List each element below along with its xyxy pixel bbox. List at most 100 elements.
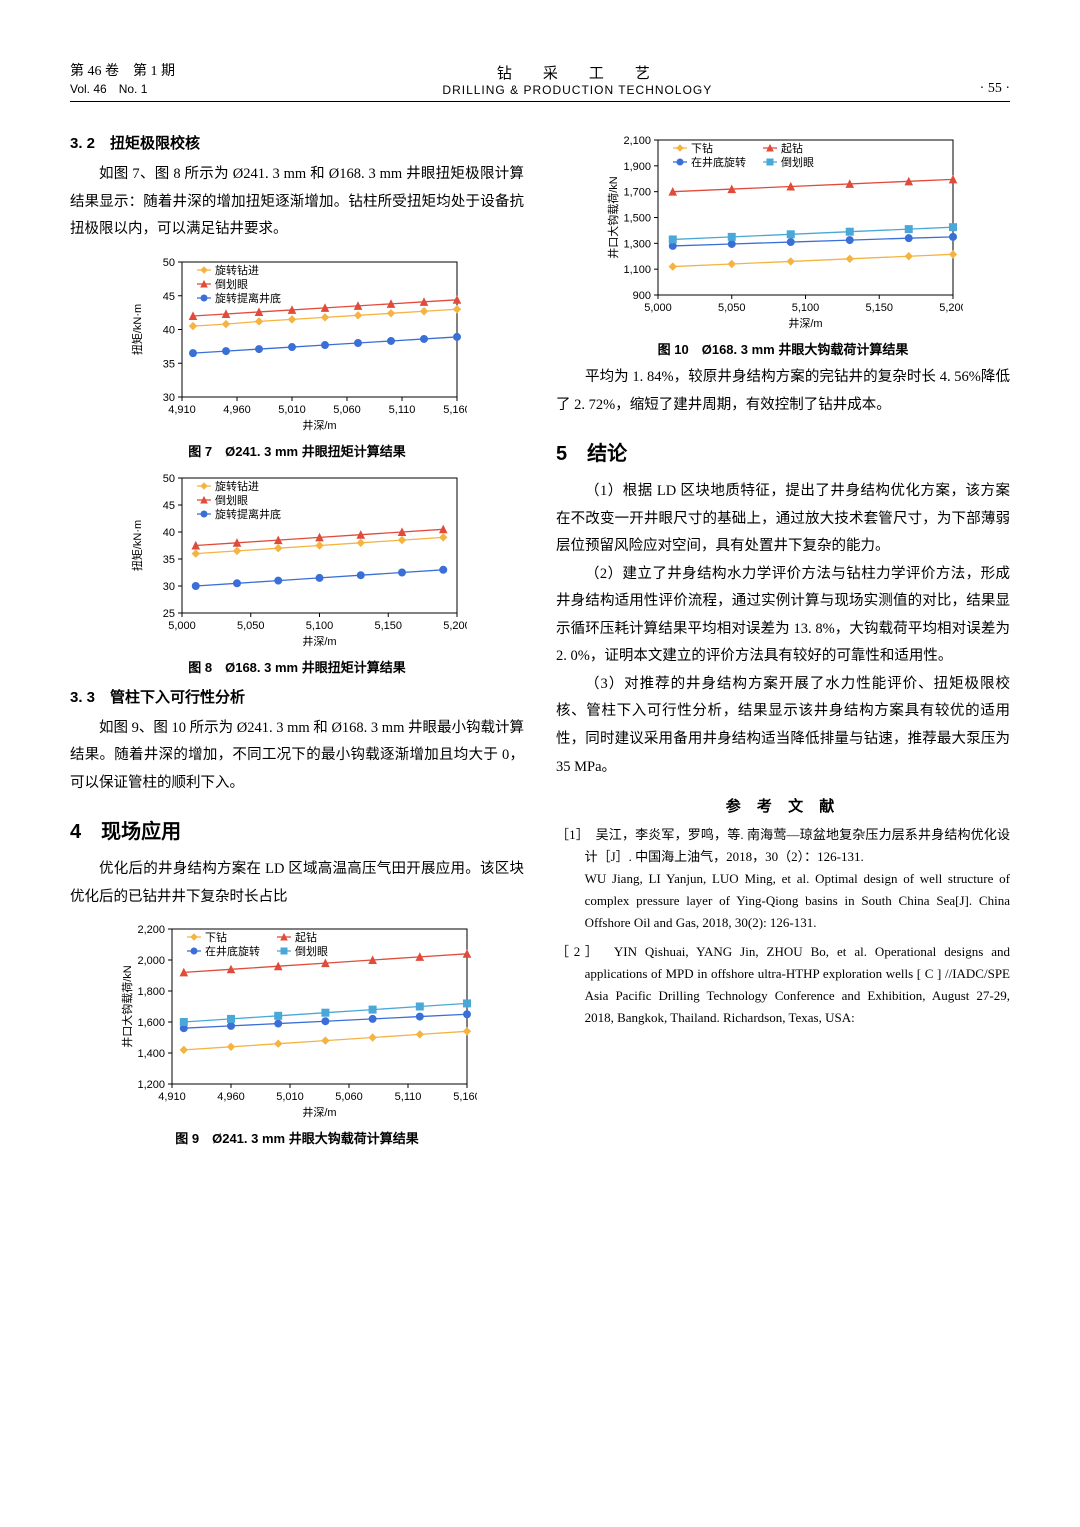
svg-text:5,160: 5,160 [453, 1091, 477, 1103]
svg-text:扭矩/kN·m: 扭矩/kN·m [130, 519, 144, 570]
svg-text:5,010: 5,010 [278, 404, 306, 416]
svg-text:5,050: 5,050 [718, 302, 746, 314]
svg-text:25: 25 [163, 608, 175, 620]
section-5-p2: （2）建立了井身结构水力学评价方法与钻柱力学评价方法，形成井身结构适用性评价流程… [556, 561, 1010, 671]
svg-text:1,400: 1,400 [137, 1048, 165, 1060]
fig10-caption: 图 10 Ø168. 3 mm 井眼大钩载荷计算结果 [556, 339, 1010, 358]
svg-text:5,150: 5,150 [374, 620, 402, 632]
vol-cn: 第 46 卷 第 1 期 [70, 60, 175, 80]
figure-8: 2530354045505,0005,0505,1005,1505,200井深/… [70, 468, 524, 676]
fig7-caption: 图 7 Ø241. 3 mm 井眼扭矩计算结果 [70, 441, 524, 460]
ref-1-en: WU Jiang, LI Yanjun, LUO Ming, et al. Op… [585, 871, 1010, 930]
svg-text:旋转提离井底: 旋转提离井底 [215, 291, 281, 305]
svg-text:5,160: 5,160 [443, 404, 467, 416]
svg-text:5,060: 5,060 [333, 404, 361, 416]
fig7-chart: 30 35 40 45 50 4,910 4,960 5,010 5,060 5,110 5,160… [127, 252, 467, 432]
fig8-chart: 2530354045505,0005,0505,1005,1505,200井深/… [127, 468, 467, 648]
section-3-2-title: 3. 2 扭矩极限校核 [70, 132, 524, 153]
svg-text:2,200: 2,200 [137, 924, 165, 936]
section-4-title: 4 现场应用 [70, 815, 524, 844]
svg-text:5,050: 5,050 [237, 620, 265, 632]
svg-text:4,960: 4,960 [223, 404, 251, 416]
svg-text:4,910: 4,910 [168, 404, 196, 416]
svg-text:50: 50 [163, 473, 175, 485]
svg-text:1,700: 1,700 [623, 187, 651, 199]
svg-text:1,500: 1,500 [623, 213, 651, 225]
svg-text:倒划眼: 倒划眼 [215, 278, 248, 291]
svg-text:旋转提离井底: 旋转提离井底 [215, 507, 281, 521]
fig9-chart: 1,200 1,400 1,600 1,800 2,000 2,200 4,910 4,960… [117, 919, 477, 1119]
svg-text:2,100: 2,100 [623, 135, 651, 147]
right-continuation-p1: 平均为 1. 84%，较原井身结构方案的完钻井的复杂时长 4. 56%降低了 2… [556, 364, 1010, 419]
section-5-p1: （1）根据 LD 区块地质特征，提出了井身结构优化方案，该方案在不改变一开井眼尺… [556, 478, 1010, 561]
svg-text:起钻: 起钻 [295, 930, 317, 944]
svg-text:35: 35 [163, 358, 175, 370]
svg-text:1,300: 1,300 [623, 238, 651, 250]
ref-1-cn: ［1］ 吴江，李炎军，罗鸣，等. 南海莺—琼盆地复杂压力层系井身结构优化设计［J… [556, 827, 1010, 864]
svg-text:40: 40 [163, 527, 175, 539]
svg-text:30: 30 [163, 581, 175, 593]
svg-text:5,000: 5,000 [168, 620, 196, 632]
section-4-p1: 优化后的井身结构方案在 LD 区域高温高压气田开展应用。该区块优化后的已钻井井下… [70, 856, 524, 911]
svg-text:1,800: 1,800 [137, 986, 165, 998]
svg-text:5,150: 5,150 [865, 302, 893, 314]
svg-text:45: 45 [163, 290, 175, 302]
header-volume: 第 46 卷 第 1 期 Vol. 46 No. 1 [70, 60, 175, 97]
svg-text:5,010: 5,010 [276, 1091, 304, 1103]
left-column: 3. 2 扭矩极限校核 如图 7、图 8 所示为 Ø241. 3 mm 和 Ø1… [70, 122, 524, 1153]
svg-text:5,100: 5,100 [792, 302, 820, 314]
svg-text:40: 40 [163, 324, 175, 336]
svg-text:30: 30 [163, 392, 175, 404]
svg-text:井口大钩载荷/kN: 井口大钩载荷/kN [606, 176, 620, 259]
svg-text:下钻: 下钻 [691, 141, 713, 155]
svg-text:倒划眼: 倒划眼 [215, 494, 248, 507]
svg-text:在井底旋转: 在井底旋转 [691, 155, 746, 169]
right-column: 900 1,100 1,300 1,500 1,700 1,900 2,100 5,000 5,… [556, 122, 1010, 1153]
svg-text:900: 900 [633, 290, 651, 302]
svg-text:5,000: 5,000 [644, 302, 672, 314]
vol-en: Vol. 46 No. 1 [70, 80, 175, 97]
svg-text:倒划眼: 倒划眼 [295, 945, 328, 958]
ref-1: ［1］ 吴江，李炎军，罗鸣，等. 南海莺—琼盆地复杂压力层系井身结构优化设计［J… [556, 824, 1010, 934]
svg-text:4,960: 4,960 [217, 1091, 245, 1103]
svg-text:在井底旋转: 在井底旋转 [205, 944, 260, 958]
section-3-2-p1: 如图 7、图 8 所示为 Ø241. 3 mm 和 Ø168. 3 mm 井眼扭… [70, 161, 524, 244]
svg-text:35: 35 [163, 554, 175, 566]
section-5-p3: （3）对推荐的井身结构方案开展了水力性能评价、扭矩极限校核、管柱下入可行性分析，… [556, 671, 1010, 781]
svg-text:倒划眼: 倒划眼 [781, 156, 814, 169]
svg-text:2,000: 2,000 [137, 955, 165, 967]
svg-text:1,900: 1,900 [623, 161, 651, 173]
svg-text:1,200: 1,200 [137, 1079, 165, 1091]
two-column-layout: 3. 2 扭矩极限校核 如图 7、图 8 所示为 Ø241. 3 mm 和 Ø1… [70, 122, 1010, 1153]
svg-text:5,100: 5,100 [306, 620, 334, 632]
svg-text:旋转钻进: 旋转钻进 [215, 263, 259, 277]
svg-text:1,600: 1,600 [137, 1017, 165, 1029]
svg-text:50: 50 [163, 257, 175, 269]
svg-text:扭矩/kN·m: 扭矩/kN·m [130, 303, 144, 354]
references-title: 参 考 文 献 [556, 795, 1010, 816]
svg-text:井深/m: 井深/m [302, 634, 336, 648]
svg-text:5,200: 5,200 [443, 620, 467, 632]
page-header: 第 46 卷 第 1 期 Vol. 46 No. 1 钻 采 工 艺 DRILL… [70, 60, 1010, 102]
svg-text:井深/m: 井深/m [302, 418, 336, 432]
fig10-chart: 900 1,100 1,300 1,500 1,700 1,900 2,100 5,000 5,… [603, 130, 963, 330]
figure-10: 900 1,100 1,300 1,500 1,700 1,900 2,100 5,000 5,… [556, 130, 1010, 358]
svg-text:井深/m: 井深/m [302, 1105, 336, 1119]
figure-9: 1,200 1,400 1,600 1,800 2,000 2,200 4,910 4,960… [70, 919, 524, 1147]
section-5-title: 5 结论 [556, 437, 1010, 466]
section-3-3-title: 3. 3 管柱下入可行性分析 [70, 686, 524, 707]
fig8-caption: 图 8 Ø168. 3 mm 井眼扭矩计算结果 [70, 657, 524, 676]
fig9-caption: 图 9 Ø241. 3 mm 井眼大钩载荷计算结果 [70, 1128, 524, 1147]
svg-text:起钻: 起钻 [781, 141, 803, 155]
journal-en: DRILLING & PRODUCTION TECHNOLOGY [175, 83, 980, 97]
svg-text:5,110: 5,110 [389, 404, 416, 416]
svg-text:下钻: 下钻 [205, 930, 227, 944]
page-number: · 55 · [980, 81, 1010, 97]
svg-text:5,060: 5,060 [335, 1091, 363, 1103]
svg-text:井深/m: 井深/m [788, 316, 822, 330]
svg-text:旋转钻进: 旋转钻进 [215, 479, 259, 493]
figure-7: 30 35 40 45 50 4,910 4,960 5,010 5,060 5,110 5,160… [70, 252, 524, 460]
svg-text:4,910: 4,910 [158, 1091, 186, 1103]
svg-text:5,200: 5,200 [939, 302, 963, 314]
svg-text:1,100: 1,100 [623, 264, 651, 276]
